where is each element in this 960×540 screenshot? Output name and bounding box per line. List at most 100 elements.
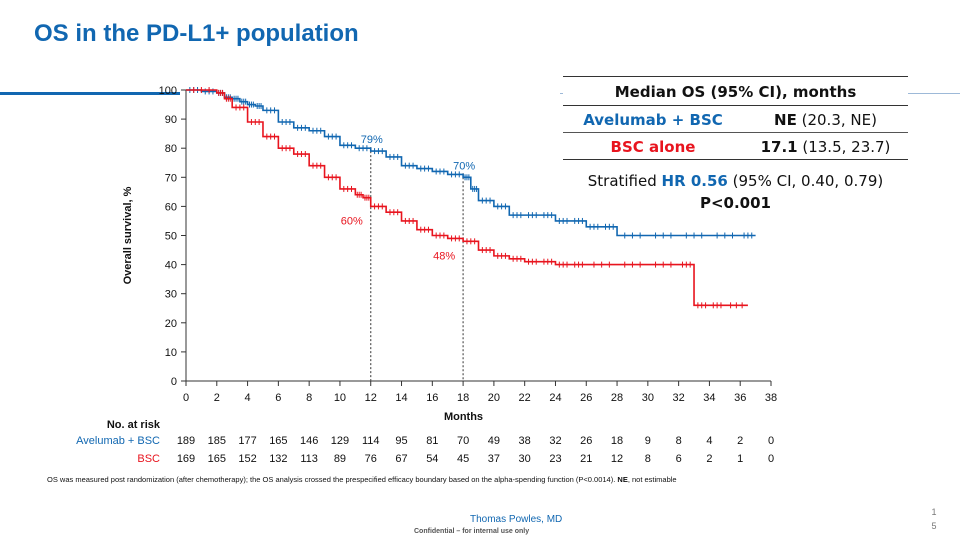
median-os-header: Median OS (95% CI), months <box>563 76 908 106</box>
risk-value: 113 <box>300 453 318 465</box>
x-tick-label: 34 <box>703 392 715 404</box>
risk-value: 30 <box>519 453 531 465</box>
y-tick-label: 90 <box>165 114 177 126</box>
x-tick-label: 30 <box>642 392 654 404</box>
slide-title: OS in the PD-L1+ population <box>34 20 359 47</box>
chart-annotations: 79% 60% 70% 48% <box>341 134 476 262</box>
x-tick-label: 36 <box>734 392 746 404</box>
x-tick-label: 0 <box>183 392 189 404</box>
risk-row-label: Avelumab + BSC <box>76 435 160 447</box>
risk-value: 45 <box>457 453 469 465</box>
reference-lines <box>370 147 464 381</box>
risk-value: 146 <box>300 435 318 447</box>
x-tick-label: 2 <box>214 392 220 404</box>
confidential-label: Confidential – for internal use only <box>414 528 530 535</box>
risk-value: 38 <box>519 435 531 447</box>
footnote: OS was measured post randomization (afte… <box>47 475 677 484</box>
y-tick-label: 0 <box>171 376 177 388</box>
risk-value: 76 <box>365 453 377 465</box>
risk-value: 0 <box>768 453 774 465</box>
x-tick-label: 16 <box>426 392 438 404</box>
risk-value: 26 <box>580 435 592 447</box>
risk-value: 165 <box>208 453 226 465</box>
risk-value: 2 <box>737 435 743 447</box>
x-tick-label: 20 <box>488 392 500 404</box>
risk-value: 9 <box>645 435 651 447</box>
y-tick-label: 50 <box>165 231 177 243</box>
risk-value: 21 <box>580 453 592 465</box>
x-tick-label: 32 <box>673 392 685 404</box>
risk-value: 165 <box>269 435 287 447</box>
risk-value: 129 <box>331 435 349 447</box>
risk-value: 6 <box>676 453 682 465</box>
y-tick-label: 30 <box>165 289 177 301</box>
median-value: NE (20.3, NE) <box>774 111 877 129</box>
risk-value: 169 <box>177 453 195 465</box>
median-os-row-avelumab: Avelumab + BSC NE (20.3, NE) <box>563 106 908 133</box>
risk-value: 67 <box>395 453 407 465</box>
risk-value: 4 <box>706 435 712 447</box>
x-tick-label: 14 <box>395 392 407 404</box>
risk-table-title: No. at risk <box>107 419 161 431</box>
x-tick-label: 18 <box>457 392 469 404</box>
y-tick-label: 60 <box>165 201 177 213</box>
risk-value: 89 <box>334 453 346 465</box>
page-number: 15 <box>931 507 937 531</box>
risk-value: 54 <box>426 453 438 465</box>
y-tick-label: 70 <box>165 172 177 184</box>
survival-curves <box>186 87 756 309</box>
y-tick-label: 40 <box>165 260 177 272</box>
risk-value: 177 <box>238 435 256 447</box>
risk-value: 185 <box>208 435 226 447</box>
risk-value: 49 <box>488 435 500 447</box>
risk-value: 132 <box>269 453 287 465</box>
risk-value: 1 <box>737 453 743 465</box>
risk-value: 23 <box>549 453 561 465</box>
y-axis-label: Overall survival, % <box>122 186 134 284</box>
presenter-name: Thomas Powles, MD <box>470 514 563 525</box>
risk-value: 70 <box>457 435 469 447</box>
x-tick-label: 24 <box>549 392 561 404</box>
x-tick-label: 26 <box>580 392 592 404</box>
risk-value: 0 <box>768 435 774 447</box>
survival-curve <box>186 89 748 307</box>
risk-value: 189 <box>177 435 195 447</box>
arm-label: BSC alone <box>610 138 696 156</box>
x-tick-label: 8 <box>306 392 312 404</box>
percent-annotation: 48% <box>433 250 455 262</box>
risk-value: 12 <box>611 453 623 465</box>
risk-value: 18 <box>611 435 623 447</box>
percent-annotation: 70% <box>453 160 475 172</box>
percent-annotation: 79% <box>361 134 383 146</box>
x-tick-label: 4 <box>245 392 251 404</box>
x-tick-label: 10 <box>334 392 346 404</box>
x-tick-label: 6 <box>275 392 281 404</box>
risk-value: 152 <box>238 453 256 465</box>
median-value: 17.1 (13.5, 23.7) <box>760 138 891 156</box>
x-axis-label: Months <box>444 411 483 423</box>
risk-value: 95 <box>395 435 407 447</box>
p-value: P<0.001 <box>699 194 771 212</box>
risk-value: 8 <box>645 453 651 465</box>
risk-value: 37 <box>488 453 500 465</box>
x-tick-label: 38 <box>765 392 777 404</box>
median-os-table: Median OS (95% CI), months Avelumab + BS… <box>563 76 908 212</box>
y-tick-label: 20 <box>165 318 177 330</box>
x-tick-label: 22 <box>519 392 531 404</box>
x-tick-label: 28 <box>611 392 623 404</box>
risk-row-label: BSC <box>137 453 160 465</box>
risk-value: 32 <box>549 435 561 447</box>
y-tick-label: 100 <box>159 85 177 97</box>
percent-annotation: 60% <box>341 215 363 227</box>
risk-value: 2 <box>706 453 712 465</box>
median-os-row-bsc: BSC alone 17.1 (13.5, 23.7) <box>563 133 908 160</box>
risk-value: 114 <box>362 435 380 447</box>
y-tick-label: 80 <box>165 143 177 155</box>
risk-value: 81 <box>426 435 438 447</box>
x-tick-label: 12 <box>365 392 377 404</box>
title-accent-line <box>0 92 180 95</box>
arm-label: Avelumab + BSC <box>583 111 723 129</box>
hazard-ratio: Stratified HR 0.56 (95% CI, 0.40, 0.79) <box>587 172 884 190</box>
